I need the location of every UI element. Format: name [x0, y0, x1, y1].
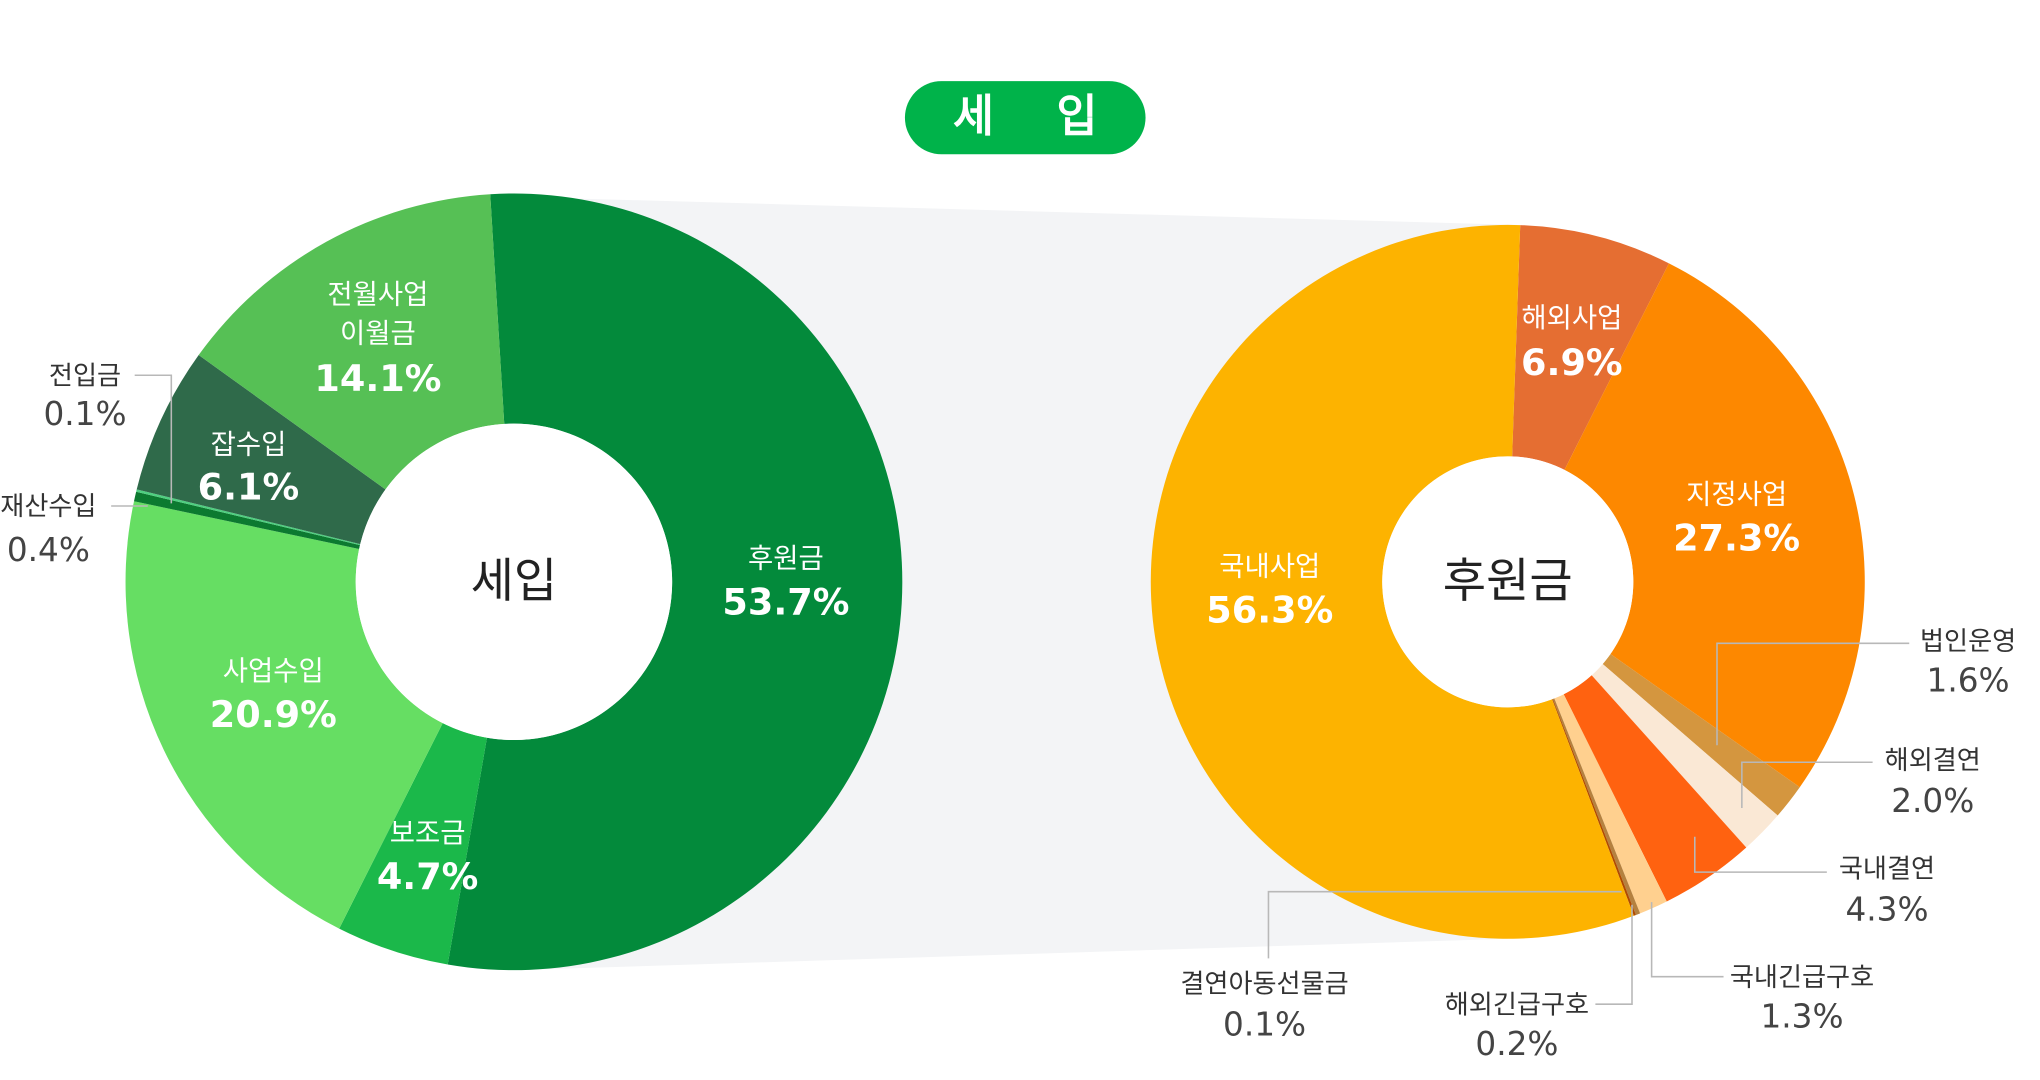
slice-label: 국내긴급구호: [1730, 963, 1874, 993]
slice-value-label: 0.1%: [1223, 1006, 1306, 1044]
slice-value-label: 4.7%: [377, 855, 479, 898]
leader-line: [1741, 761, 1873, 809]
slice-결연아동선물금: [1552, 698, 1636, 916]
slice-value-label: 27.3%: [1673, 516, 1800, 559]
leader-line: [1693, 836, 1827, 873]
slice-label: 재산수입: [0, 492, 96, 522]
slice-value-label: 4.3%: [1845, 890, 1928, 928]
slice-value-label: 2.0%: [1891, 782, 1974, 820]
slice-value-label: 0.1%: [43, 395, 126, 433]
slice-label: 법인운영: [1920, 627, 2016, 657]
slice-label: 전월사업: [327, 279, 428, 310]
slice-label: 전입금: [49, 361, 121, 391]
income-donut: [125, 193, 903, 971]
slice-value-label: 6.9%: [1521, 341, 1623, 384]
slice-후원금: [447, 193, 903, 971]
slice-label: 해외결연: [1885, 746, 1981, 776]
slice-value-label: 1.6%: [1927, 662, 2010, 700]
donut-hole: [1382, 456, 1634, 708]
slice-법인운영: [1602, 654, 1800, 816]
slice-잡수입: [136, 355, 386, 545]
title-pill: 세 입: [904, 81, 1146, 155]
slice-해외사업: [1512, 225, 1669, 470]
center-label-income: 세입: [471, 554, 558, 609]
slice-label: 국내결연: [1839, 854, 1935, 884]
leader-lines: [111, 374, 1910, 1005]
slice-label: 지정사업: [1686, 479, 1787, 510]
slice-전월사업이월금: [198, 194, 505, 490]
chart-title: 세 입: [953, 91, 1121, 142]
donation-donut: [1150, 224, 1865, 939]
slice-value-label: 6.1%: [198, 465, 300, 508]
slice-value-label: 56.3%: [1206, 588, 1333, 631]
leader-line: [134, 374, 173, 504]
slice-해외결연: [1591, 663, 1778, 848]
slice-labels: 후원금 53.7% 보조금 4.7% 사업수입 20.9% 재산수입 0.4% 전입금 0.1% 잡…: [0, 279, 2016, 1063]
donut-hole: [355, 423, 673, 741]
slice-label: 보조금: [390, 818, 466, 849]
slice-국내결연: [1563, 675, 1747, 902]
slice-국내사업: [1150, 224, 1634, 939]
leader-line: [1595, 904, 1633, 1005]
slice-label: 국내사업: [1219, 551, 1320, 582]
slice-label: 잡수입: [211, 430, 287, 461]
slice-value-label: 14.1%: [314, 357, 441, 400]
leader-line: [1267, 890, 1622, 959]
slice-label: 해외긴급구호: [1445, 990, 1589, 1020]
slice-label: 이월금: [340, 319, 416, 350]
center-label-donation: 후원금: [1443, 554, 1573, 609]
leader-line: [1650, 902, 1724, 978]
slice-label: 후원금: [748, 543, 824, 574]
leader-line: [1716, 642, 1910, 746]
slice-지정사업: [1564, 263, 1865, 788]
slice-사업수입: [125, 501, 443, 929]
slice-value-label: 0.2%: [1475, 1025, 1558, 1063]
slice-전입금: [136, 489, 361, 546]
slice-해외긴급구호: [1552, 698, 1641, 915]
slice-재산수입: [133, 491, 361, 550]
slice-label: 해외사업: [1521, 303, 1622, 334]
slice-국내긴급구호: [1554, 694, 1667, 914]
slice-label: 결연아동선물금: [1180, 969, 1348, 999]
slice-label: 사업수입: [223, 656, 324, 687]
slice-value-label: 20.9%: [210, 693, 337, 736]
slice-value-label: 53.7%: [722, 581, 849, 624]
slice-value-label: 1.3%: [1760, 998, 1843, 1036]
slice-value-label: 0.4%: [7, 531, 90, 569]
slice-보조금: [339, 723, 487, 965]
